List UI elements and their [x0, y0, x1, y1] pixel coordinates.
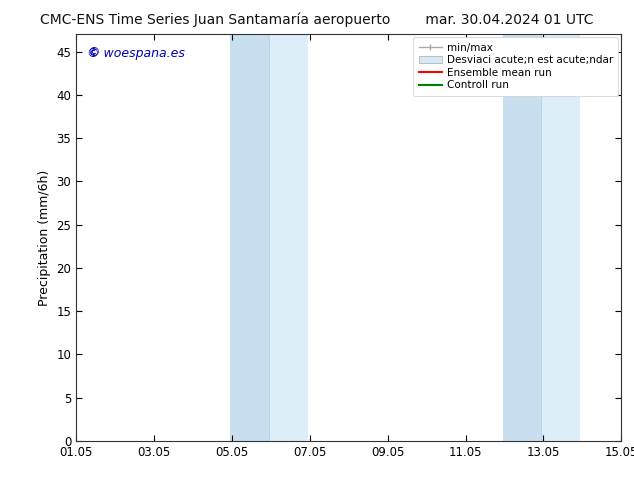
Text: ©: ©	[87, 47, 100, 59]
Y-axis label: Precipitation (mm/6h): Precipitation (mm/6h)	[38, 170, 51, 306]
Legend: min/max, Desviaci acute;n est acute;ndar, Ensemble mean run, Controll run: min/max, Desviaci acute;n est acute;ndar…	[413, 37, 618, 96]
Bar	[503, 34, 541, 441]
Text: © woespana.es: © woespana.es	[87, 47, 185, 59]
Text: CMC-ENS Time Series Juan Santamaría aeropuerto        mar. 30.04.2024 01 UTC: CMC-ENS Time Series Juan Santamaría aero…	[40, 12, 594, 27]
Bar	[230, 34, 269, 441]
Bar	[269, 34, 307, 441]
Bar	[541, 34, 580, 441]
